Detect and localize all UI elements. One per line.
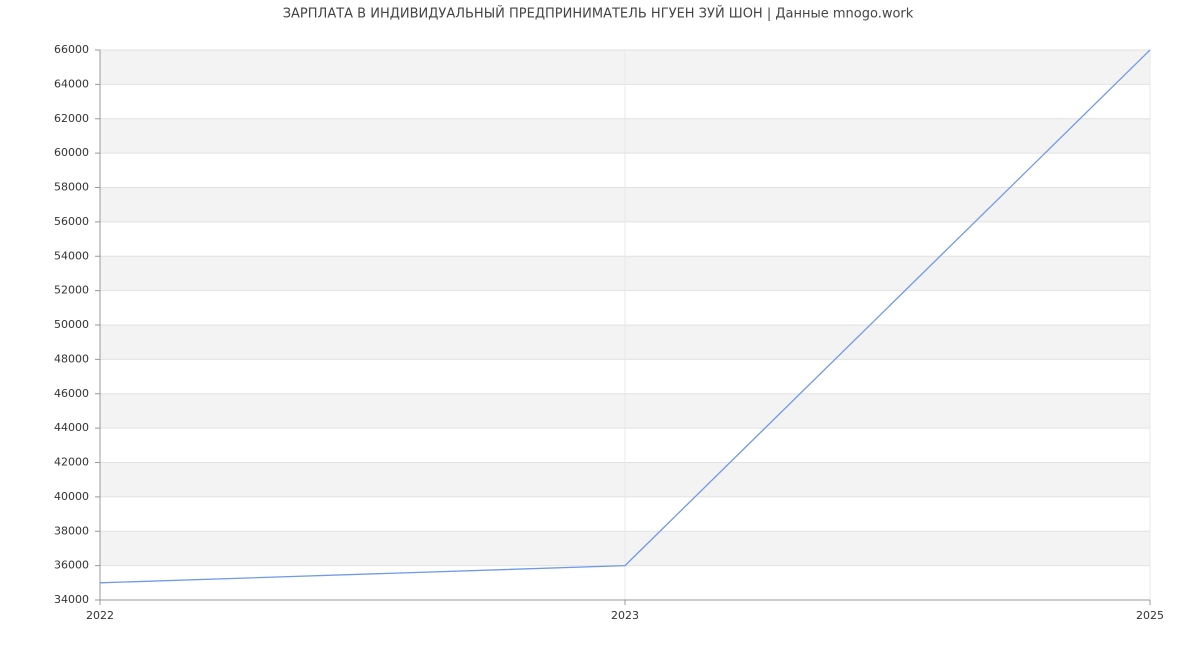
y-tick-label: 34000: [54, 593, 89, 606]
y-tick-label: 42000: [54, 456, 89, 469]
y-tick-label: 60000: [54, 146, 89, 159]
y-tick-label: 40000: [54, 490, 89, 503]
y-tick-label: 66000: [54, 43, 89, 56]
line-series: [99, 49, 1151, 584]
y-tick-label: 36000: [54, 559, 89, 572]
y-tick-label: 44000: [54, 421, 89, 434]
y-tick-label: 64000: [54, 77, 89, 90]
x-tick-label: 2022: [86, 609, 114, 622]
x-tick-label: 2023: [611, 609, 639, 622]
y-tick-label: 54000: [54, 249, 89, 262]
y-tick-label: 38000: [54, 524, 89, 537]
y-tick-label: 62000: [54, 112, 89, 125]
chart-title: ЗАРПЛАТА В ИНДИВИДУАЛЬНЫЙ ПРЕДПРИНИМАТЕЛ…: [283, 6, 914, 22]
y-tick-label: 46000: [54, 387, 89, 400]
y-tick-label: 58000: [54, 181, 89, 194]
y-tick-label: 56000: [54, 215, 89, 228]
y-tick-label: 50000: [54, 318, 89, 331]
y-tick-label: 48000: [54, 352, 89, 365]
y-tick-label: 52000: [54, 284, 89, 297]
x-tick-label: 2025: [1136, 609, 1164, 622]
